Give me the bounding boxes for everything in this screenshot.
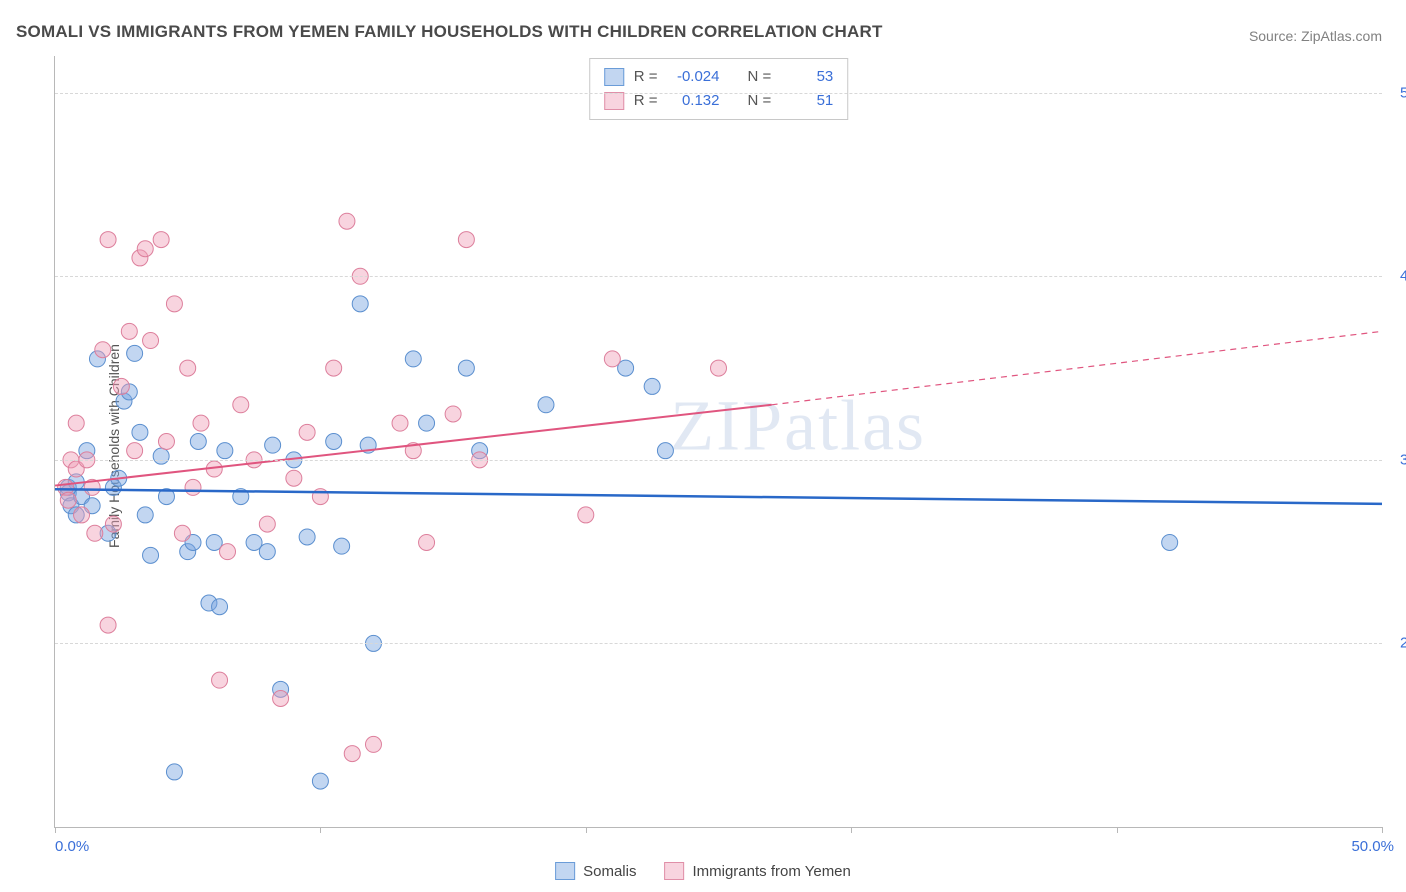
data-point [190, 434, 206, 450]
data-point [127, 443, 143, 459]
data-point [212, 599, 228, 615]
data-point [312, 773, 328, 789]
data-point [273, 691, 289, 707]
y-tick-label: 30.0% [1400, 451, 1406, 468]
data-point [445, 406, 461, 422]
data-point [538, 397, 554, 413]
data-point [105, 516, 121, 532]
data-point [220, 544, 236, 560]
trend-line-blue [55, 489, 1382, 504]
data-point [344, 746, 360, 762]
data-point [334, 538, 350, 554]
legend-item-pink: Immigrants from Yemen [664, 862, 850, 880]
data-point [299, 529, 315, 545]
data-point [87, 525, 103, 541]
data-point [233, 397, 249, 413]
data-point [458, 232, 474, 248]
x-tick [1117, 827, 1118, 833]
x-tick-label-start: 0.0% [55, 838, 89, 855]
data-point [326, 360, 342, 376]
data-point [326, 434, 342, 450]
scatter-plot-svg [55, 56, 1382, 827]
data-point [193, 415, 209, 431]
x-tick [320, 827, 321, 833]
data-point [68, 415, 84, 431]
y-tick-label: 50.0% [1400, 84, 1406, 101]
data-point [578, 507, 594, 523]
data-point [392, 415, 408, 431]
x-tick [586, 827, 587, 833]
chart-title: SOMALI VS IMMIGRANTS FROM YEMEN FAMILY H… [16, 22, 883, 42]
data-point [113, 378, 129, 394]
data-point [74, 507, 90, 523]
gridline [55, 460, 1382, 461]
data-point [132, 424, 148, 440]
data-point [405, 351, 421, 367]
data-point [604, 351, 620, 367]
data-point [174, 525, 190, 541]
gridline [55, 93, 1382, 94]
data-point [299, 424, 315, 440]
data-point [286, 470, 302, 486]
data-point [121, 323, 137, 339]
legend-item-blue: Somalis [555, 862, 636, 880]
data-point [265, 437, 281, 453]
data-point [339, 213, 355, 229]
legend-label-pink: Immigrants from Yemen [692, 863, 850, 880]
data-point [143, 333, 159, 349]
data-point [143, 547, 159, 563]
y-tick-label: 20.0% [1400, 635, 1406, 652]
data-point [95, 342, 111, 358]
data-point [60, 492, 76, 508]
plot-area: ZIPatlas R = -0.024 N = 53 R = 0.132 N =… [54, 56, 1382, 828]
data-point [1162, 534, 1178, 550]
data-point [259, 544, 275, 560]
gridline [55, 643, 1382, 644]
legend-swatch-blue-icon [555, 862, 575, 880]
data-point [419, 534, 435, 550]
data-point [352, 296, 368, 312]
data-point [100, 617, 116, 633]
data-point [365, 736, 381, 752]
legend-bottom: Somalis Immigrants from Yemen [555, 862, 851, 880]
data-point [180, 360, 196, 376]
x-tick [55, 827, 56, 833]
legend-label-blue: Somalis [583, 863, 636, 880]
data-point [166, 764, 182, 780]
trend-line-pink-dashed [772, 331, 1382, 404]
data-point [217, 443, 233, 459]
gridline [55, 276, 1382, 277]
data-point [419, 415, 435, 431]
data-point [153, 448, 169, 464]
chart-container: SOMALI VS IMMIGRANTS FROM YEMEN FAMILY H… [0, 0, 1406, 892]
x-tick [851, 827, 852, 833]
data-point [644, 378, 660, 394]
data-point [158, 434, 174, 450]
data-point [100, 232, 116, 248]
legend-swatch-pink-icon [664, 862, 684, 880]
data-point [212, 672, 228, 688]
data-point [458, 360, 474, 376]
data-point [127, 345, 143, 361]
data-point [711, 360, 727, 376]
data-point [137, 241, 153, 257]
data-point [259, 516, 275, 532]
y-tick-label: 40.0% [1400, 268, 1406, 285]
data-point [185, 479, 201, 495]
data-point [137, 507, 153, 523]
x-tick [1382, 827, 1383, 833]
data-point [153, 232, 169, 248]
data-point [657, 443, 673, 459]
data-point [166, 296, 182, 312]
source-attribution: Source: ZipAtlas.com [1249, 28, 1382, 44]
x-tick-label-end: 50.0% [1351, 838, 1394, 855]
